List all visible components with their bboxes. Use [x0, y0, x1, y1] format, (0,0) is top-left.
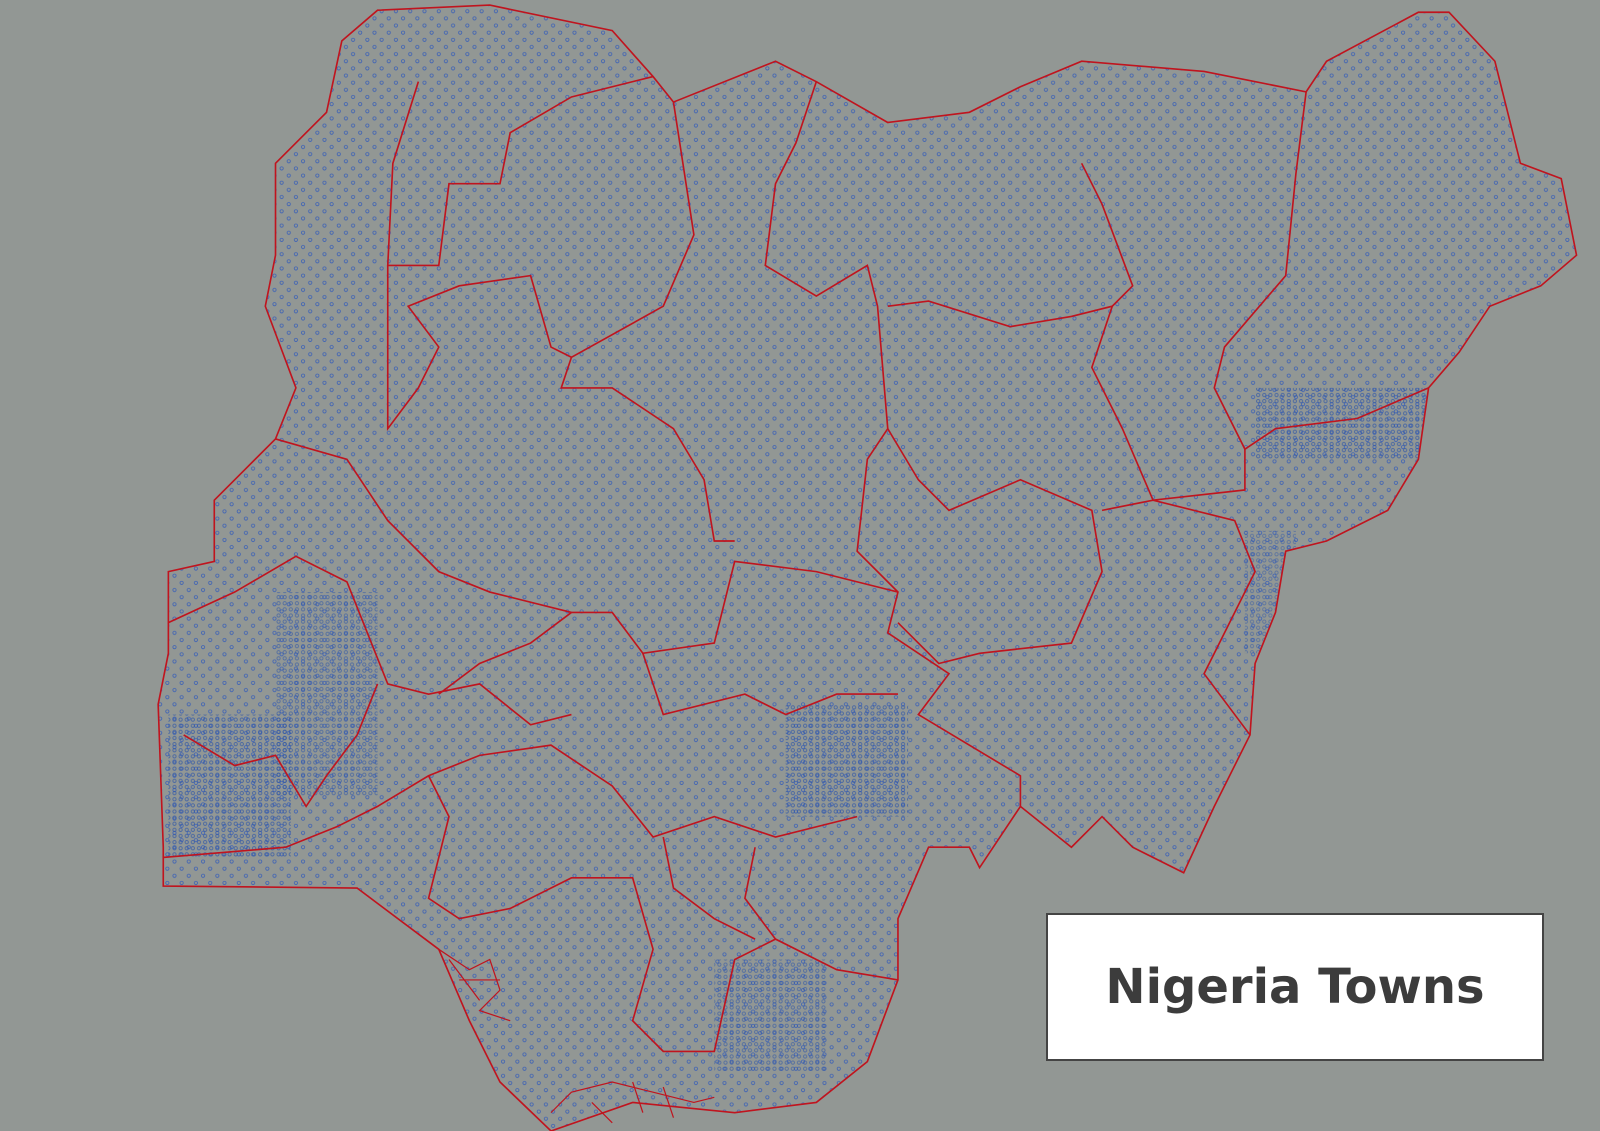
delta-rivers	[438, 948, 715, 1124]
map-title-box: Nigeria Towns	[1046, 913, 1544, 1061]
map-title: Nigeria Towns	[1105, 959, 1485, 1015]
state-borders	[157, 4, 1578, 1131]
